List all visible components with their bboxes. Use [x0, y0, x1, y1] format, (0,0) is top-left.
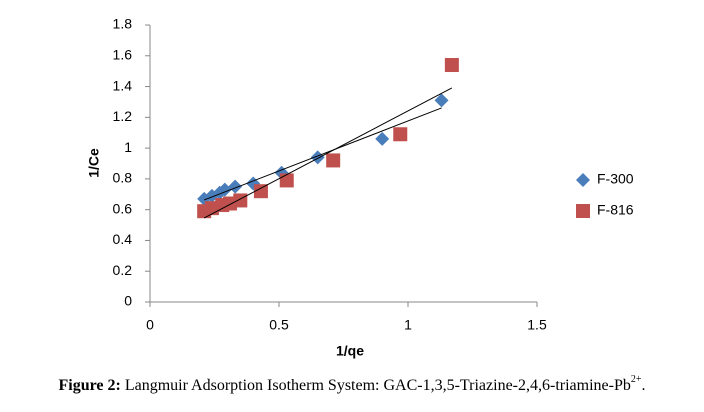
- point: [253, 184, 268, 199]
- y-tick-label: 0.4: [113, 231, 133, 247]
- point: [233, 193, 248, 208]
- y-tick-label: 0.8: [113, 170, 133, 186]
- x-axis-title: 1/qe: [336, 343, 364, 359]
- y-tick-label: 0.6: [113, 200, 133, 216]
- point: [393, 127, 408, 142]
- x-tick-label: 1.5: [527, 317, 547, 333]
- y-tick-label: 1.8: [113, 16, 133, 32]
- point: [326, 153, 341, 168]
- legend-label: F-816: [597, 202, 634, 218]
- x-tick-label: 1: [404, 317, 412, 333]
- caption-text: Langmuir Adsorption Isotherm System: GAC…: [125, 377, 631, 394]
- y-tick-label: 1.4: [113, 77, 133, 93]
- point: [444, 58, 459, 73]
- x-tick-label: 0.5: [269, 317, 289, 333]
- y-tick-label: 0.2: [113, 262, 133, 278]
- trendline: [203, 87, 453, 219]
- caption-superscript: 2+: [631, 374, 642, 385]
- trendline: [203, 107, 442, 201]
- legend-marker: [576, 204, 590, 218]
- caption: Figure 2: Langmuir Adsorption Isotherm S…: [58, 374, 645, 393]
- x-tick-label: 0: [146, 317, 154, 333]
- caption-end: .: [642, 377, 646, 394]
- legend-marker: [576, 173, 590, 187]
- y-tick-label: 1: [124, 139, 132, 155]
- point: [228, 179, 243, 194]
- legend-label: F-300: [597, 171, 634, 187]
- point: [375, 131, 390, 146]
- y-tick-label: 1.6: [113, 46, 133, 62]
- point: [434, 93, 449, 108]
- y-tick-label: 1.2: [113, 108, 133, 124]
- y-axis-title: 1/Ce: [86, 148, 102, 178]
- point: [246, 176, 261, 191]
- y-tick-label: 0: [124, 293, 132, 309]
- caption-label: Figure 2:: [58, 377, 120, 394]
- point: [310, 150, 325, 165]
- point: [279, 173, 294, 188]
